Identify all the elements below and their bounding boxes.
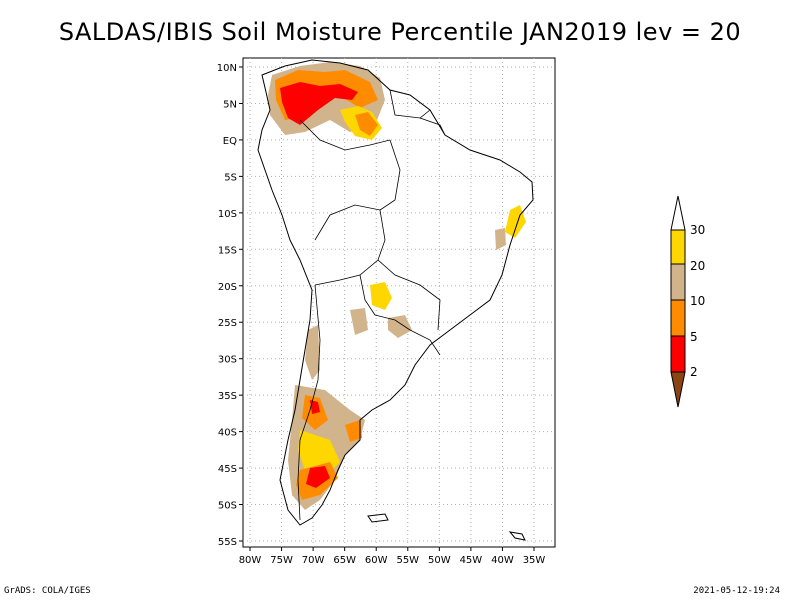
border-7 bbox=[409, 329, 441, 356]
colorbar-swatch-tan bbox=[670, 263, 686, 301]
shade-east-gold bbox=[505, 205, 526, 238]
border-6 bbox=[297, 284, 321, 521]
shade-south-red bbox=[310, 400, 320, 414]
lon-tick-label: 45W bbox=[460, 555, 483, 566]
colorbar-label-10: 10 bbox=[690, 294, 705, 308]
border-4 bbox=[377, 259, 441, 331]
lat-tick-label: 5N bbox=[223, 99, 237, 110]
shade-east-tan bbox=[495, 228, 506, 250]
shade-central-tan2 bbox=[350, 308, 368, 335]
shade-north-red bbox=[280, 82, 358, 125]
border-3 bbox=[314, 209, 386, 286]
lat-labels: 10N 5N EQ 5S 10S 15S 20S 25S 30S 35S 40S 45S 50S 55S bbox=[217, 63, 243, 548]
lon-tick-label: 55W bbox=[396, 555, 419, 566]
border-9 bbox=[419, 117, 446, 136]
shade-andes-tan bbox=[305, 325, 320, 380]
colorbar-top-cap bbox=[670, 195, 686, 231]
south-america-outline bbox=[257, 59, 534, 526]
lon-tick-label: 80W bbox=[239, 555, 262, 566]
colorbar-swatch-gold bbox=[670, 229, 686, 265]
colorbar: 30 20 10 5 2 bbox=[670, 195, 705, 408]
colorbar-swatch-red bbox=[670, 335, 686, 373]
island-east bbox=[508, 531, 526, 541]
lat-tick-label: 45S bbox=[218, 464, 237, 475]
lat-tick-label: EQ bbox=[223, 136, 237, 147]
lon-tick-label: 40W bbox=[491, 555, 514, 566]
lon-labels: 80W 75W 70W 65W 60W 55W 50W 45W 40W 35W bbox=[239, 547, 546, 566]
border-5 bbox=[359, 274, 411, 331]
percentile-shading bbox=[268, 62, 526, 510]
country-borders bbox=[297, 89, 446, 521]
colorbar-label-20: 20 bbox=[690, 259, 705, 273]
lat-tick-label: 10N bbox=[217, 63, 237, 74]
lat-tick-label: 30S bbox=[218, 355, 237, 366]
colorbar-swatch-orange bbox=[670, 299, 686, 337]
lon-tick-label: 35W bbox=[523, 555, 546, 566]
lat-tick-label: 40S bbox=[218, 428, 237, 439]
footer-timestamp: 2021-05-12-19:24 bbox=[693, 586, 780, 596]
shade-central-gold bbox=[370, 282, 392, 310]
shade-central-tan bbox=[388, 315, 412, 338]
lon-tick-label: 50W bbox=[428, 555, 451, 566]
border-2 bbox=[314, 139, 401, 241]
shade-ne-arg-orange bbox=[345, 420, 362, 442]
colorbar-label-2: 2 bbox=[690, 365, 698, 379]
colorbar-label-30: 30 bbox=[690, 223, 705, 237]
lon-tick-label: 65W bbox=[333, 555, 356, 566]
lat-tick-label: 25S bbox=[218, 318, 237, 329]
colorbar-bottom-cap bbox=[670, 371, 686, 408]
border-8 bbox=[389, 89, 431, 119]
lat-tick-label: 50S bbox=[218, 501, 237, 512]
falklands bbox=[367, 513, 389, 523]
lat-tick-label: 15S bbox=[218, 245, 237, 256]
lat-tick-label: 55S bbox=[218, 537, 237, 548]
lat-tick-label: 20S bbox=[218, 282, 237, 293]
map-frame bbox=[242, 57, 556, 548]
colorbar-label-5: 5 bbox=[690, 330, 698, 344]
lon-tick-label: 60W bbox=[365, 555, 388, 566]
map-title: SALDAS/IBIS Soil Moisture Percentile JAN… bbox=[58, 18, 742, 46]
lat-tick-label: 35S bbox=[218, 391, 237, 402]
border-1 bbox=[299, 119, 391, 151]
footer-credit: GrADS: COLA/IGES bbox=[4, 586, 91, 596]
shade-patagonia-red bbox=[306, 466, 330, 488]
lat-tick-label: 10S bbox=[218, 209, 237, 220]
coastline bbox=[257, 59, 534, 541]
shade-north-orange2 bbox=[355, 112, 378, 136]
lon-tick-label: 70W bbox=[302, 555, 325, 566]
lat-tick-label: 5S bbox=[224, 172, 237, 183]
lon-tick-label: 75W bbox=[270, 555, 293, 566]
